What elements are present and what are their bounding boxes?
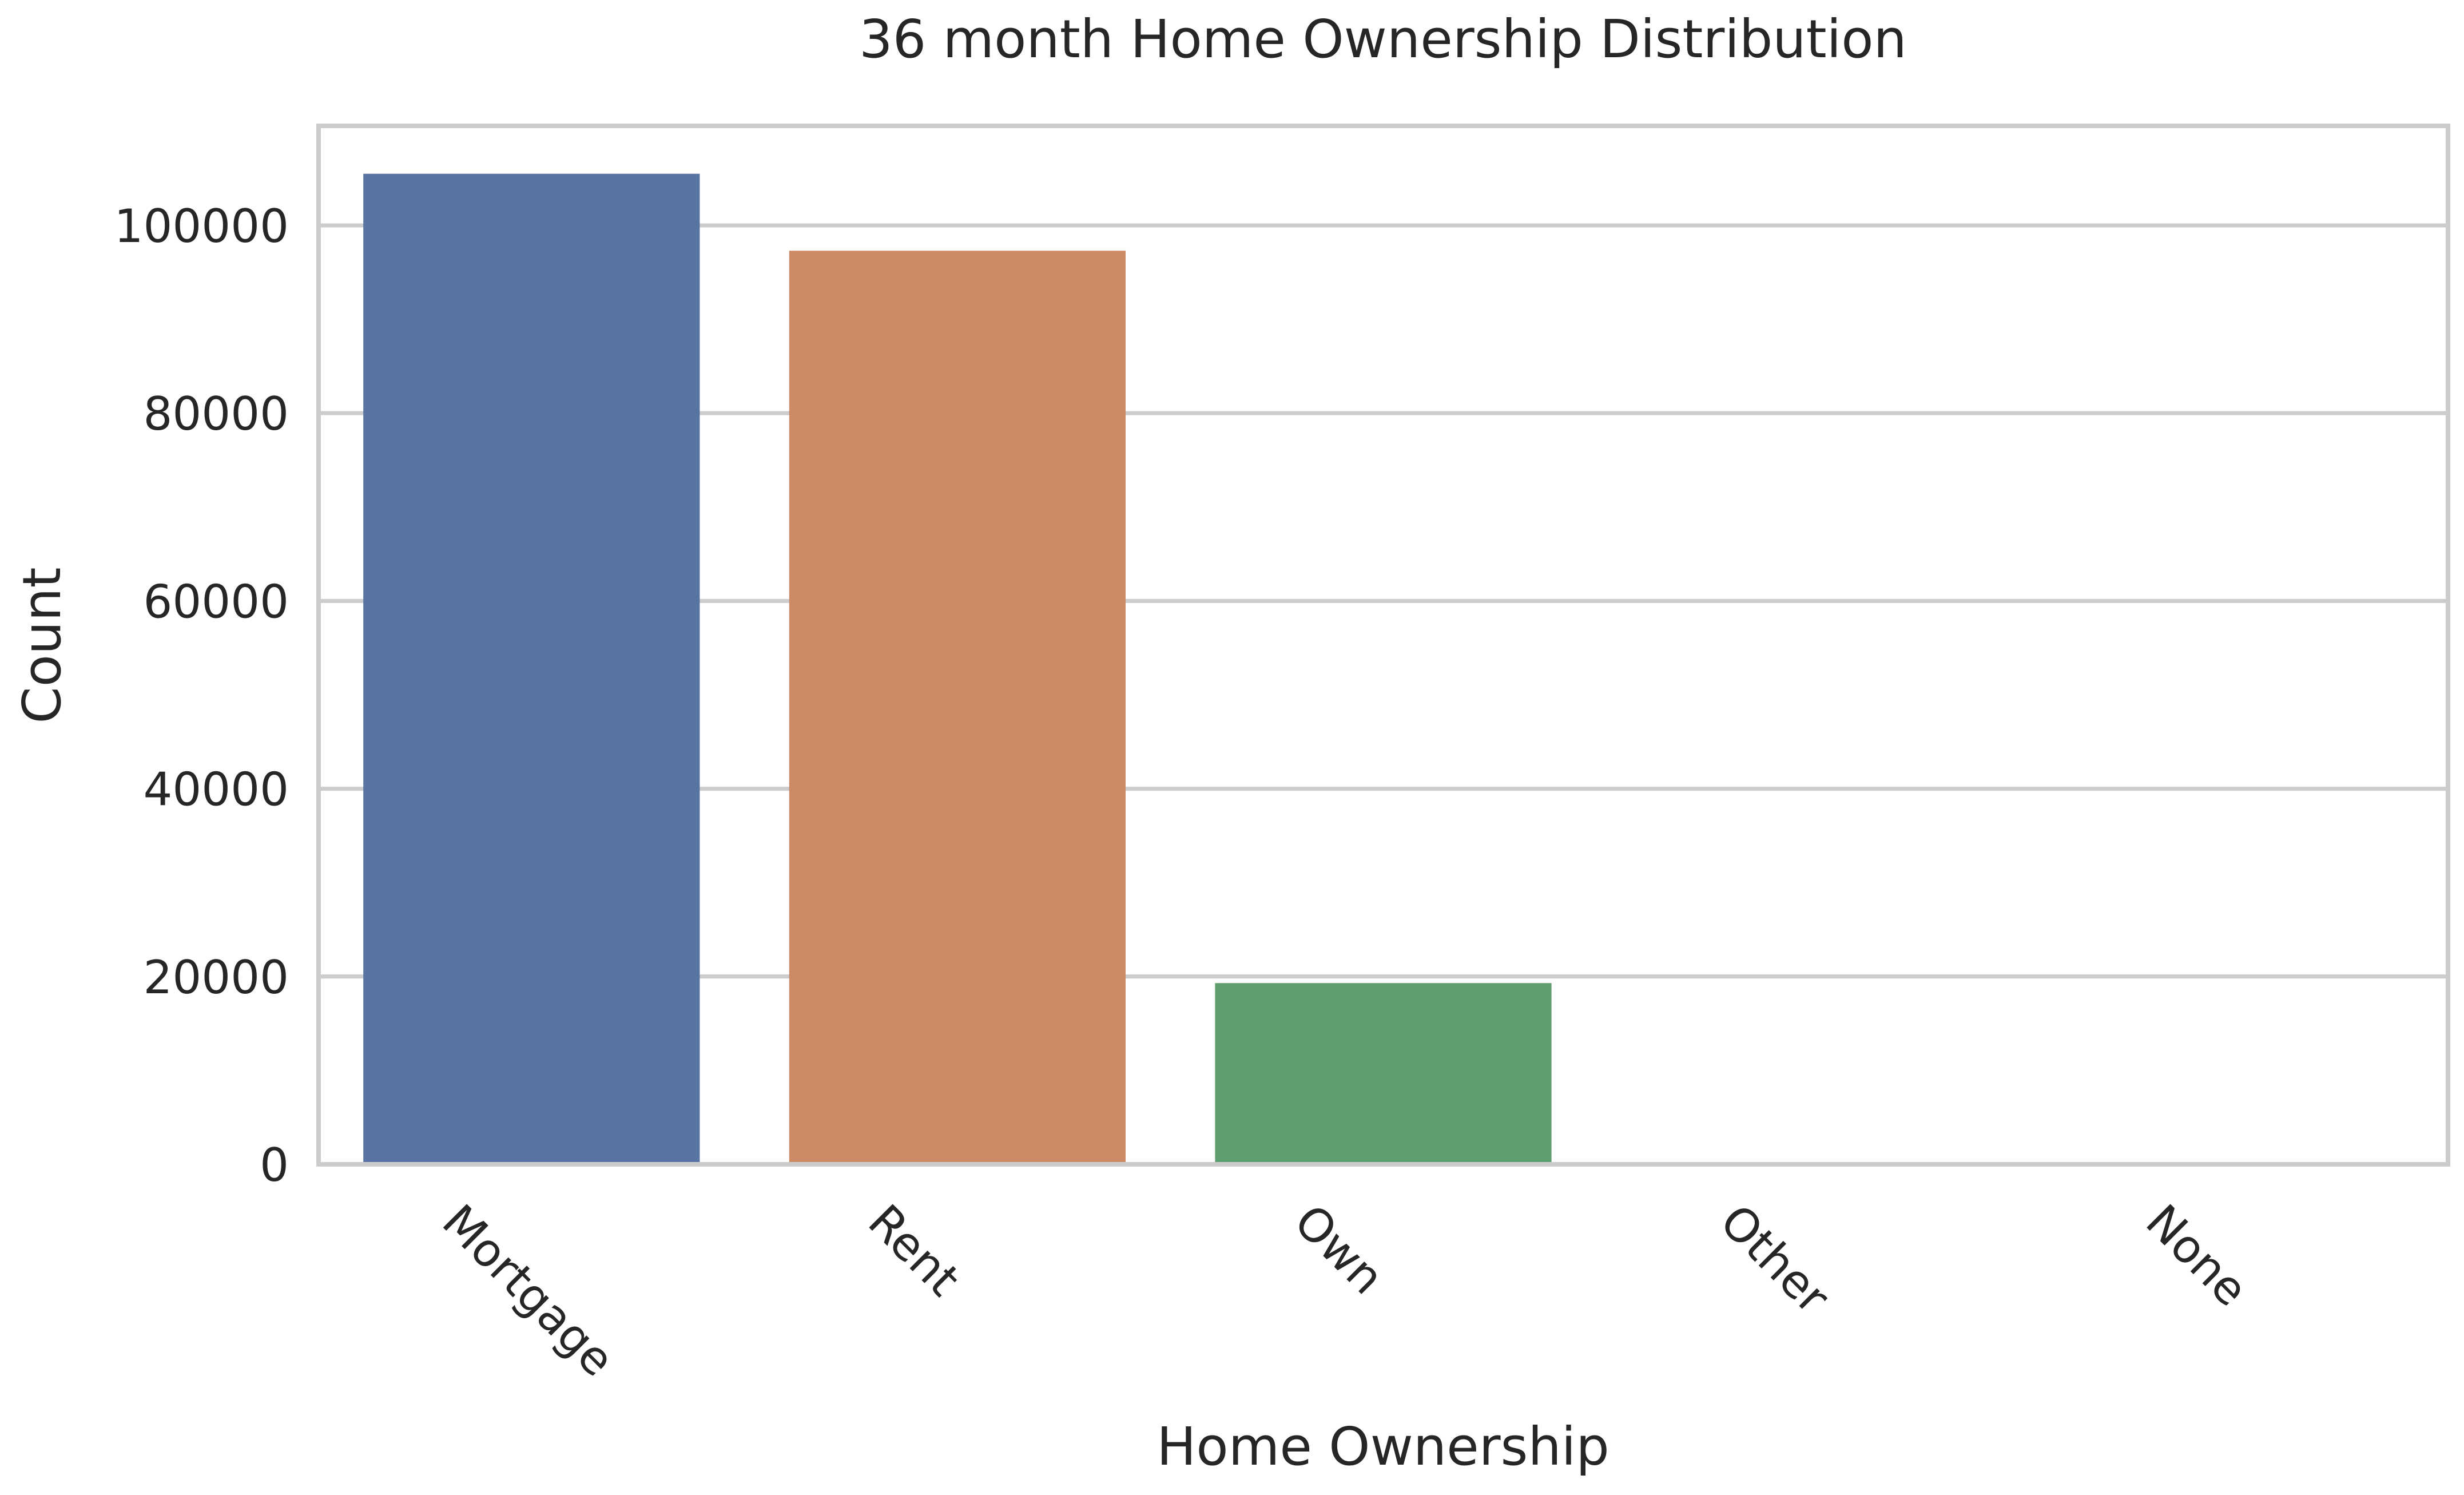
y-tick-label: 0 xyxy=(260,1139,289,1192)
y-tick-label: 20000 xyxy=(144,951,289,1004)
y-tick-label: 80000 xyxy=(144,387,289,441)
bar-rent xyxy=(789,251,1126,1164)
chart-title: 36 month Home Ownership Distribution xyxy=(859,9,1907,70)
y-axis-label: Count xyxy=(11,567,73,723)
y-tick-label: 60000 xyxy=(144,575,289,628)
x-axis-label: Home Ownership xyxy=(1157,1416,1609,1477)
bars xyxy=(363,173,2403,1164)
y-tick-label: 40000 xyxy=(144,763,289,816)
y-tick-label: 100000 xyxy=(114,200,289,253)
y-tick-labels: 0 20000 40000 60000 80000 100000 xyxy=(114,200,289,1192)
plot-frame xyxy=(316,124,2450,1167)
bar-mortgage xyxy=(363,173,700,1164)
bar-own xyxy=(1215,983,1552,1164)
